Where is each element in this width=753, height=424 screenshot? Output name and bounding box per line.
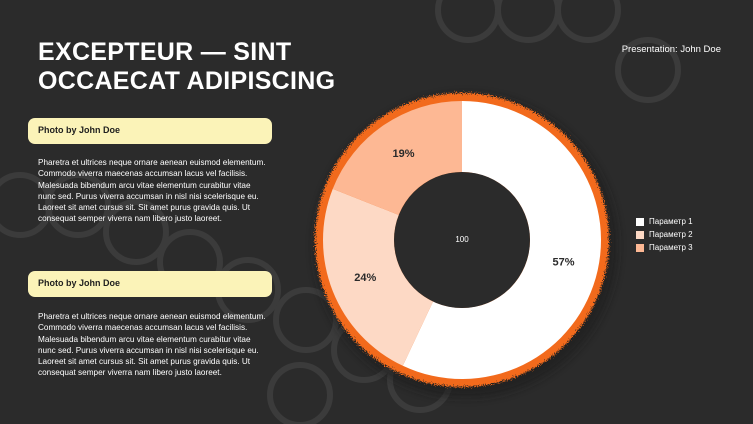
- section-2-text: Pharetra et ultrices neque ornare aenean…: [38, 312, 266, 378]
- slide-title: EXCEPTEUR — SINT OCCAECAT ADIPISCING: [38, 38, 336, 95]
- legend-swatch-1: [636, 217, 644, 226]
- center-label: 100: [455, 235, 469, 244]
- legend-swatch-3: [636, 243, 644, 252]
- legend-label-1: Параметр 1: [649, 217, 693, 226]
- legend-item-2: Параметр 2: [636, 228, 693, 241]
- legend-swatch-2: [636, 230, 644, 239]
- donut-slice-2: [323, 188, 434, 366]
- section-2-header: Photo by John Doe: [28, 271, 272, 297]
- section-1-text: Pharetra et ultrices neque ornare aenean…: [38, 158, 266, 224]
- data-label-2: 24%: [354, 272, 376, 284]
- section-1-header: Photo by John Doe: [28, 118, 272, 144]
- donut-hole: [394, 172, 530, 308]
- data-label-1: 57%: [552, 257, 574, 269]
- donut-slice-1: [402, 101, 601, 379]
- chart-legend: Параметр 1 Параметр 2 Параметр 3: [636, 215, 693, 254]
- legend-item-3: Параметр 3: [636, 241, 693, 254]
- donut-slice-3: [332, 100, 462, 215]
- data-label-3: 19%: [393, 148, 415, 160]
- legend-item-1: Параметр 1: [636, 215, 693, 228]
- presenter-label: Presentation: John Doe: [621, 44, 721, 55]
- legend-label-2: Параметр 2: [649, 230, 693, 239]
- legend-label-3: Параметр 3: [649, 243, 693, 252]
